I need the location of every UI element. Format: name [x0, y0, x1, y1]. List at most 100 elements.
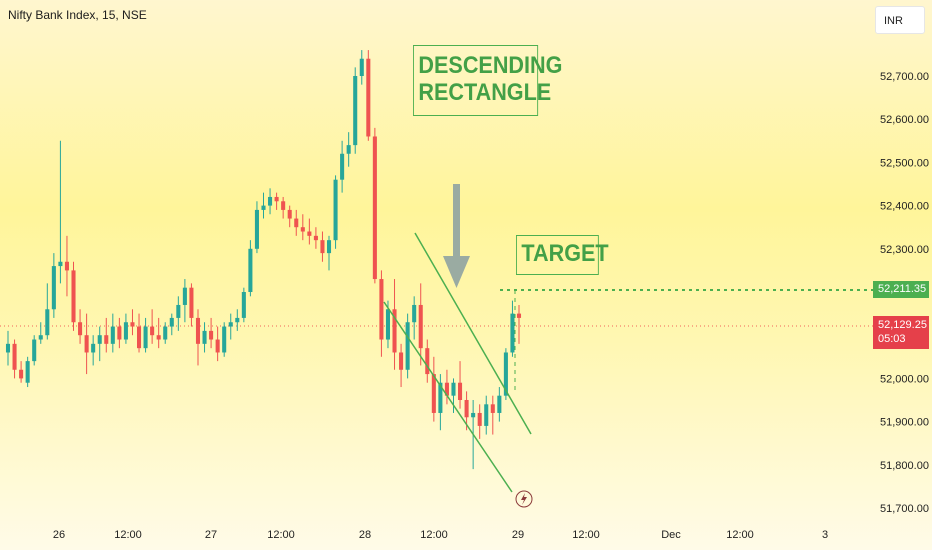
candle[interactable]: [222, 322, 227, 357]
candle[interactable]: [418, 283, 423, 366]
candle[interactable]: [182, 279, 187, 323]
candle-body: [438, 382, 443, 413]
candle[interactable]: [405, 313, 410, 379]
candle[interactable]: [91, 335, 96, 366]
candle[interactable]: [110, 313, 115, 353]
candle[interactable]: [379, 270, 384, 357]
candle[interactable]: [45, 283, 50, 340]
currency-selector[interactable]: INR: [875, 6, 925, 34]
candle[interactable]: [51, 253, 56, 318]
candle[interactable]: [366, 50, 371, 141]
candle[interactable]: [294, 209, 299, 236]
candle[interactable]: [32, 335, 37, 366]
candle[interactable]: [399, 343, 404, 388]
candle[interactable]: [25, 356, 30, 388]
candle-body: [510, 313, 515, 353]
candle[interactable]: [97, 326, 102, 362]
candle[interactable]: [130, 309, 135, 336]
candlestick-series: [5, 50, 522, 470]
candle[interactable]: [326, 235, 332, 271]
candle[interactable]: [353, 67, 358, 154]
candle[interactable]: [300, 214, 305, 241]
candle[interactable]: [136, 313, 142, 353]
candle[interactable]: [58, 140, 63, 284]
candle[interactable]: [169, 313, 174, 336]
candle[interactable]: [261, 192, 266, 219]
candle[interactable]: [340, 140, 345, 193]
last-price-value: 52,129.25: [878, 319, 927, 331]
candle[interactable]: [123, 313, 128, 344]
candle[interactable]: [438, 374, 443, 431]
candle-body: [91, 343, 96, 353]
candle[interactable]: [117, 317, 122, 349]
candle[interactable]: [215, 326, 220, 362]
candle[interactable]: [307, 218, 312, 245]
price-tick-label: 52,000.00: [880, 373, 929, 385]
candle[interactable]: [254, 201, 259, 254]
candle[interactable]: [431, 356, 436, 422]
candle-body: [38, 335, 43, 340]
candle[interactable]: [163, 322, 168, 344]
candle[interactable]: [274, 192, 279, 210]
candle[interactable]: [78, 309, 83, 344]
candle[interactable]: [189, 283, 194, 327]
candle[interactable]: [444, 369, 449, 405]
candle[interactable]: [490, 395, 495, 435]
candle[interactable]: [477, 404, 482, 439]
candle[interactable]: [38, 322, 43, 344]
candle-body: [503, 352, 508, 396]
candle[interactable]: [150, 309, 155, 344]
candle[interactable]: [195, 309, 201, 366]
time-tick-label: 12:00: [267, 529, 295, 541]
candle[interactable]: [5, 330, 11, 366]
candle[interactable]: [209, 317, 214, 349]
candle[interactable]: [313, 227, 318, 249]
candle-body: [484, 404, 489, 426]
chart-title: Nifty Bank Index, 15, NSE: [8, 8, 147, 22]
candle[interactable]: [497, 387, 502, 422]
candle[interactable]: [516, 304, 522, 344]
countdown-timer: 05:03: [878, 333, 906, 345]
candle[interactable]: [12, 339, 17, 379]
price-tick-label: 52,700.00: [880, 71, 929, 83]
candle[interactable]: [248, 240, 253, 297]
candle[interactable]: [451, 378, 456, 413]
candle[interactable]: [333, 175, 338, 249]
candle[interactable]: [202, 322, 207, 353]
candle[interactable]: [412, 296, 417, 340]
candle[interactable]: [458, 361, 463, 409]
candle[interactable]: [392, 279, 397, 370]
candle[interactable]: [359, 50, 364, 85]
candle[interactable]: [287, 205, 292, 228]
candle[interactable]: [241, 287, 246, 323]
candle[interactable]: [346, 132, 351, 167]
candle[interactable]: [510, 300, 515, 357]
candle[interactable]: [64, 235, 69, 297]
candle[interactable]: [84, 313, 89, 375]
candle[interactable]: [281, 196, 286, 219]
candle[interactable]: [425, 339, 430, 383]
candle-body: [156, 335, 161, 340]
candle[interactable]: [372, 127, 377, 284]
candle[interactable]: [235, 309, 240, 331]
candle[interactable]: [71, 261, 76, 331]
candle[interactable]: [156, 317, 161, 349]
candle[interactable]: [484, 395, 489, 435]
channel-lower-line: [383, 301, 513, 493]
candle[interactable]: [268, 188, 273, 215]
lightning-icon[interactable]: [515, 490, 533, 508]
candle[interactable]: [320, 231, 325, 262]
candle-body: [123, 322, 128, 340]
candle-body: [431, 374, 436, 413]
candle-body: [412, 304, 417, 323]
candle-body: [45, 309, 50, 336]
target-price-tag: 52,211.35: [873, 281, 929, 298]
candle[interactable]: [19, 361, 24, 383]
candle[interactable]: [176, 296, 181, 331]
candle[interactable]: [104, 317, 109, 353]
candle[interactable]: [228, 313, 233, 340]
candle[interactable]: [143, 317, 148, 353]
candle-body: [130, 322, 135, 327]
